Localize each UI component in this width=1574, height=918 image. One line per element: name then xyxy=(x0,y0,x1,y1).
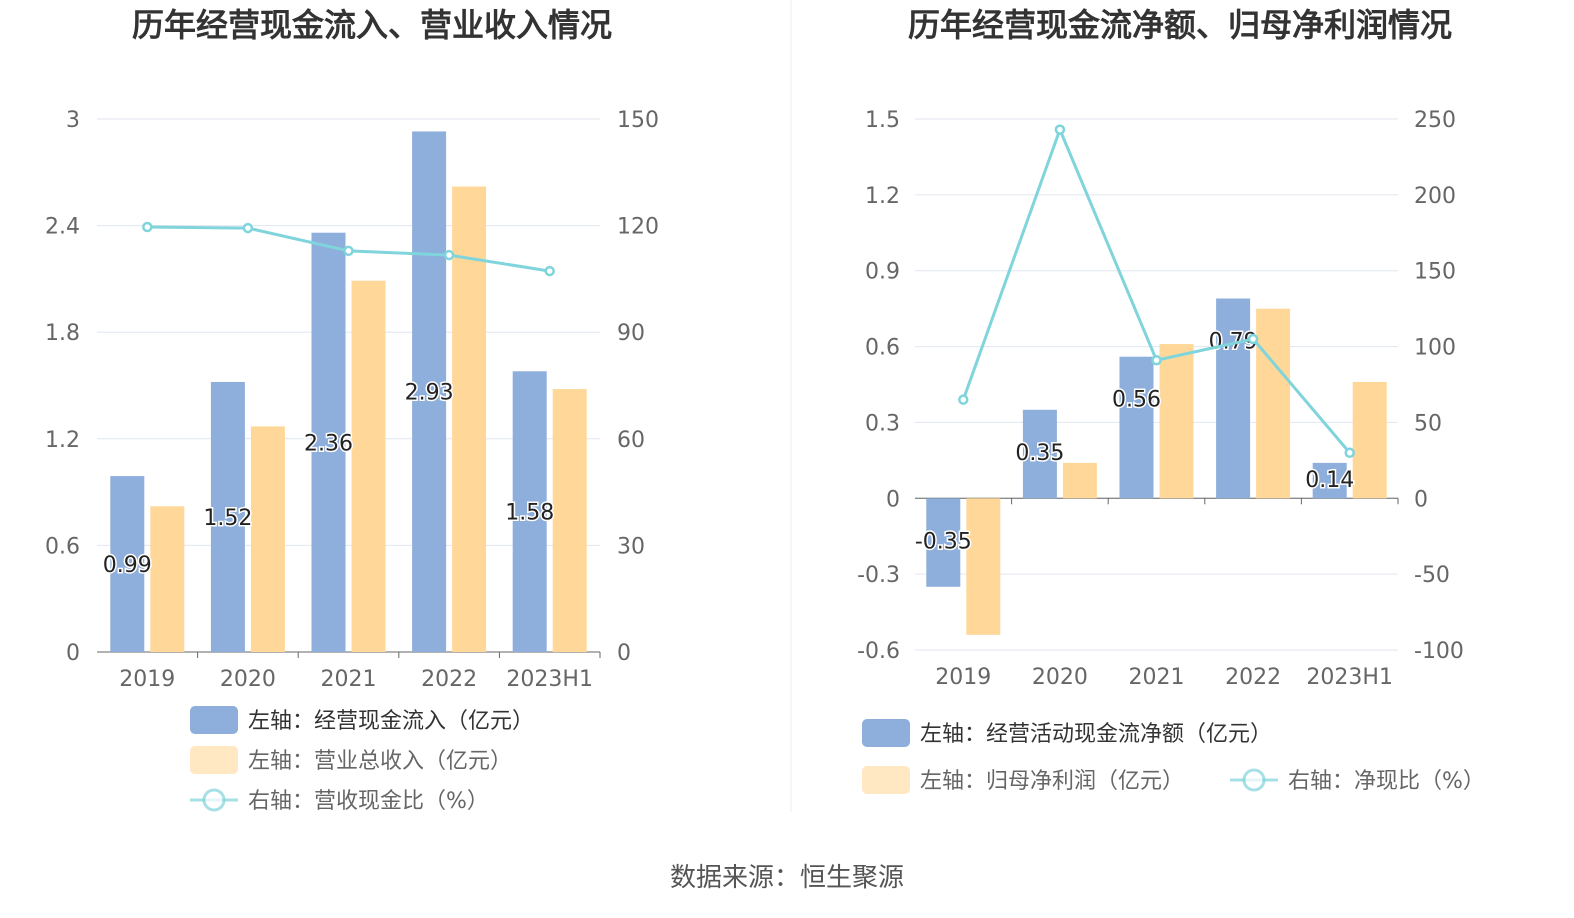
line-point xyxy=(1054,124,1066,135)
left-axis-tick: 0.6 xyxy=(865,336,900,361)
right-axis-tick: 30 xyxy=(617,534,645,559)
line-point xyxy=(443,249,455,261)
data-label: 2.36 xyxy=(304,431,353,456)
data-label: 2.93 xyxy=(405,381,454,406)
line-point xyxy=(544,265,555,277)
bar-左轴：经营活动现金流净额（亿元） xyxy=(926,498,961,587)
bar-左轴：营业总收入（亿元） xyxy=(452,186,487,652)
bar-左轴：经营现金流入（亿元） xyxy=(512,371,547,652)
right-axis-tick: -50 xyxy=(1414,563,1450,588)
x-axis-tick: 2019 xyxy=(119,667,175,692)
legend-label: 左轴：营业总收入（亿元） xyxy=(248,749,512,774)
right-axis-tick: 200 xyxy=(1414,184,1456,209)
legend-marker xyxy=(202,788,226,812)
line-point xyxy=(1151,354,1162,366)
legend-label: 左轴：经营活动现金流净额（亿元） xyxy=(920,722,1272,747)
right-axis-tick: 250 xyxy=(1414,108,1456,133)
left-axis-tick: 0.3 xyxy=(865,411,900,436)
legend-swatch xyxy=(190,706,238,734)
right-axis-tick: 60 xyxy=(617,428,645,453)
bar-左轴：经营活动现金流净额（亿元） xyxy=(1119,356,1154,499)
right-axis-tick: 90 xyxy=(617,321,645,346)
data-label: 1.58 xyxy=(505,501,554,526)
chart-title: 历年经营现金流入、营业收入情况 xyxy=(132,6,612,44)
x-axis-tick: 2023H1 xyxy=(506,667,593,692)
left-axis-tick: 1.2 xyxy=(865,184,900,209)
right-axis-tick: 150 xyxy=(1414,260,1456,285)
left-axis-tick: 1.8 xyxy=(45,321,80,346)
legend-label: 左轴：归母净利润（亿元） xyxy=(920,769,1184,794)
right-axis-tick: 150 xyxy=(617,108,659,133)
x-axis-tick: 2023H1 xyxy=(1306,665,1393,690)
bar-左轴：经营现金流入（亿元） xyxy=(210,381,245,652)
line-point xyxy=(242,222,254,234)
legend-swatch xyxy=(862,719,910,747)
right-axis-tick: 50 xyxy=(1414,411,1442,436)
right-axis-tick: 0 xyxy=(1414,487,1428,512)
line-point xyxy=(1344,447,1355,459)
x-axis-tick: 2021 xyxy=(321,667,377,692)
bar-左轴：归母净利润（亿元） xyxy=(1062,462,1097,499)
data-label: 0.14 xyxy=(1305,468,1354,493)
bar-左轴：经营现金流入（亿元） xyxy=(311,232,346,652)
legend-label: 右轴：净现比（%） xyxy=(1288,769,1485,794)
right-axis-tick: 120 xyxy=(617,215,659,240)
left-axis-tick: 1.5 xyxy=(865,108,900,133)
bar-左轴：经营活动现金流净额（亿元） xyxy=(1216,298,1251,499)
bar-左轴：归母净利润（亿元） xyxy=(1256,308,1291,499)
bar-左轴：营业总收入（亿元） xyxy=(351,280,386,652)
data-label: -0.35 xyxy=(915,529,972,554)
line-point xyxy=(142,221,153,233)
legend-label: 右轴：营收现金比（%） xyxy=(248,789,489,814)
left-axis-tick: -0.3 xyxy=(857,563,900,588)
bar-左轴：营业总收入（亿元） xyxy=(250,426,285,652)
x-axis-tick: 2020 xyxy=(1032,665,1088,690)
bar-左轴：经营活动现金流净额（亿元） xyxy=(1022,409,1057,499)
left-axis-tick: 0.9 xyxy=(865,260,900,285)
data-label: 0.35 xyxy=(1015,441,1064,466)
legend-swatch xyxy=(862,766,910,794)
legend-label: 左轴：经营现金流入（亿元） xyxy=(248,709,534,734)
line-point xyxy=(1247,333,1259,345)
line-point xyxy=(958,394,969,405)
bar-左轴：归母净利润（亿元） xyxy=(966,498,1001,635)
bar-左轴：归母净利润（亿元） xyxy=(1159,344,1194,499)
right-axis-tick: -100 xyxy=(1414,639,1464,664)
right-axis-tick: 0 xyxy=(617,641,631,666)
right-axis-tick: 100 xyxy=(1414,336,1456,361)
bar-左轴：营业总收入（亿元） xyxy=(150,506,185,652)
legend-marker xyxy=(1242,768,1266,792)
data-label: 0.99 xyxy=(103,553,152,578)
bar-左轴：经营现金流入（亿元） xyxy=(110,476,145,652)
legend-swatch xyxy=(190,746,238,774)
bar-左轴：营业总收入（亿元） xyxy=(552,389,587,652)
x-axis-tick: 2020 xyxy=(220,667,276,692)
bar-左轴：经营活动现金流净额（亿元） xyxy=(1312,462,1347,499)
left-axis-tick: 3 xyxy=(66,108,80,133)
data-label: 0.56 xyxy=(1112,388,1161,413)
left-axis-tick: 2.4 xyxy=(45,215,80,240)
chart-title: 历年经营现金流净额、归母净利润情况 xyxy=(908,6,1452,44)
data-label: 1.52 xyxy=(203,506,252,531)
bar-左轴：归母净利润（亿元） xyxy=(1352,381,1387,499)
left-axis-tick: -0.6 xyxy=(857,639,900,664)
x-axis-tick: 2022 xyxy=(1225,665,1281,690)
left-axis-tick: 0 xyxy=(66,641,80,666)
left-axis-tick: 0 xyxy=(886,487,900,512)
line-point xyxy=(343,245,354,257)
left-axis-tick: 1.2 xyxy=(45,428,80,453)
source-note: 数据来源：恒生聚源 xyxy=(670,863,904,893)
x-axis-tick: 2019 xyxy=(935,665,991,690)
x-axis-tick: 2022 xyxy=(421,667,477,692)
x-axis-tick: 2021 xyxy=(1129,665,1185,690)
bar-左轴：经营现金流入（亿元） xyxy=(412,131,447,653)
left-axis-tick: 0.6 xyxy=(45,534,80,559)
